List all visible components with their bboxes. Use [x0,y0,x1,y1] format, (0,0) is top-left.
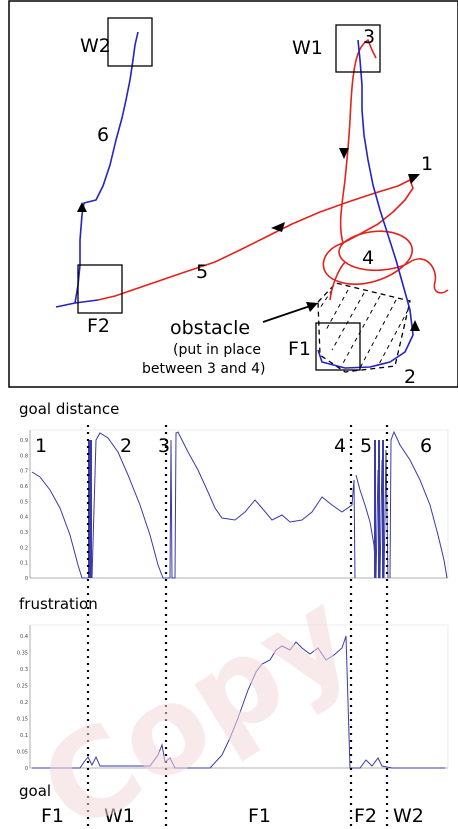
goal-row-label-1: F1 [41,805,64,827]
frustration-title: frustration [19,595,98,613]
goal-row-title: goal [19,782,51,800]
map-panel-frame [8,0,458,388]
obstacle-pointer-head [306,302,318,312]
arrow-icon [77,202,87,212]
goal-distance-series [91,432,170,579]
segment-label-5: 5 [196,261,208,283]
segment-label-1: 1 [421,153,433,175]
goal-distance-spike [88,440,92,578]
label-w2: W2 [80,35,111,57]
arrow-icon [410,320,420,331]
arrow-icon [408,174,420,184]
arrow-icon [271,222,285,232]
obstacle-region [317,282,411,373]
y-tick-label: 0.2 [20,700,28,706]
y-tick-label: 0.2 [20,545,28,551]
goal-distance-y-ticks: 0.9 0.8 0.7 0.6 0.5 0.4 0.3 0.2 0.1 0 [20,438,28,582]
goal-row-label-2: W1 [104,805,135,827]
goal-seg-5: 5 [360,435,372,457]
y-tick-label: 0.05 [17,750,28,756]
goal-seg-1: 1 [35,435,47,457]
arrow-icon [339,148,349,159]
goal-seg-4: 4 [334,435,346,457]
obstacle-note-line2: between 3 and 4) [142,361,266,377]
goal-distance-plot: 0.9 0.8 0.7 0.6 0.5 0.4 0.3 0.2 0.1 0 1 2 3 4 5 6 [20,429,449,582]
segment-label-6: 6 [97,124,109,146]
frustration-plot: 0.4 0.35 0.3 0.25 0.2 0.15 0.1 0.05 0 [17,624,449,772]
obstacle-note-line1: (put in place [173,342,261,358]
frustration-series [32,635,445,769]
y-tick-label: 0.9 [20,438,28,444]
y-tick-label: 0.8 [20,453,28,459]
y-tick-label: 0.5 [20,499,28,505]
y-tick-label: 0.3 [20,530,28,536]
blue-trajectory [55,31,414,369]
goal-seg-2: 2 [120,435,132,457]
y-tick-label: 0.3 [20,667,28,673]
waypoint-box-w2 [107,17,153,67]
goal-distance-series [389,430,448,579]
segment-label-2: 2 [404,366,416,388]
goal-distance-series [31,471,88,579]
waypoint-box-f1 [315,322,361,371]
label-f2: F2 [87,315,110,337]
y-tick-label: 0.15 [17,717,28,723]
goal-row-label-5: W2 [393,805,424,827]
y-tick-label: 0.1 [20,561,28,567]
goal-row-label-3: F1 [248,805,271,827]
y-tick-label: 0.35 [17,651,28,657]
label-f1: F1 [288,338,311,360]
goal-distance-series [169,431,356,579]
goal-seg-6: 6 [420,435,432,457]
label-w1: W1 [292,37,323,59]
y-tick-label: 0.7 [20,469,28,475]
obstacle-pointer [262,303,317,323]
event-dividers [86,425,389,829]
y-tick-label: 0.4 [20,515,28,521]
goal-row-label-4: F2 [354,805,377,827]
segment-label-3: 3 [363,26,375,48]
segment-label-4: 4 [362,247,374,269]
y-tick-label: 0 [25,766,28,772]
obstacle-label: obstacle [170,317,250,339]
goal-distance-title: goal distance [19,400,119,418]
y-tick-label: 0.4 [20,634,28,640]
waypoint-box-w1 [335,24,381,73]
y-tick-label: 0 [25,576,28,582]
goal-distance-series [355,449,389,579]
frustration-y-ticks: 0.4 0.35 0.3 0.25 0.2 0.15 0.1 0.05 0 [17,634,28,772]
y-tick-label: 0.6 [20,484,28,490]
y-tick-label: 0.25 [17,684,28,690]
direction-arrows [77,148,420,331]
y-tick-label: 0.1 [20,733,28,739]
waypoint-box-f2 [77,264,123,314]
goal-seg-3: 3 [158,435,170,457]
goal-distance-bar-cluster [374,440,384,578]
